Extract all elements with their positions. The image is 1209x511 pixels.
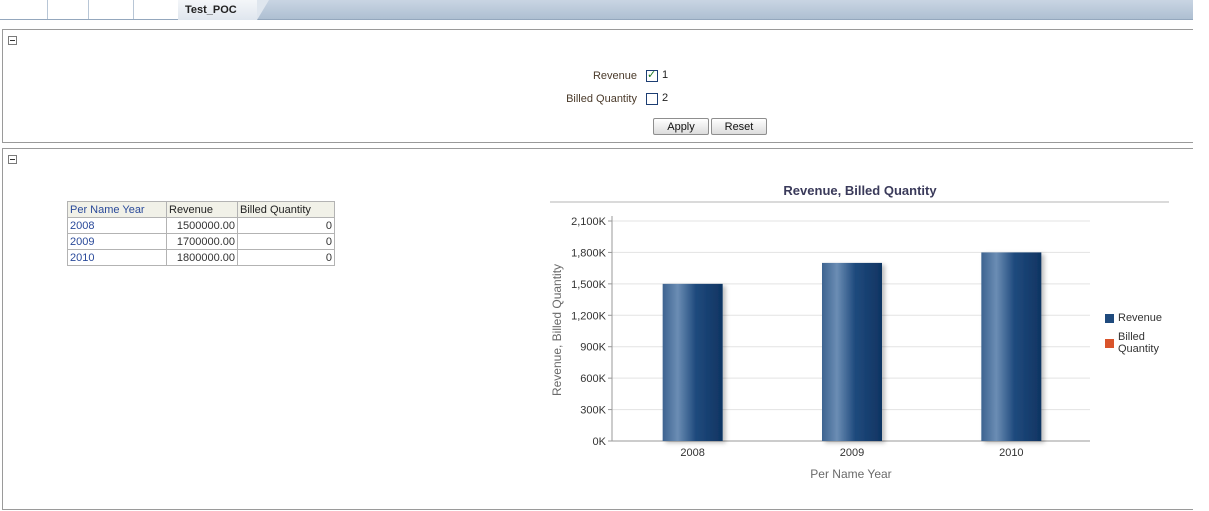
year-cell[interactable]: 2008 (67, 217, 167, 234)
legend-swatch-revenue (1105, 314, 1114, 323)
tab-unnamed-2[interactable] (48, 0, 89, 19)
table-row: 2008 1500000.00 0 (67, 217, 335, 234)
column-header-revenue[interactable]: Revenue (166, 201, 238, 218)
tab-bar: Test_POC (0, 0, 1193, 20)
prompt-section: Revenue 1 Billed Quantity 2 Apply Reset (2, 29, 1193, 143)
table-header-row: Per Name Year Revenue Billed Quantity (67, 201, 335, 218)
column-header-billed-quantity[interactable]: Billed Quantity (237, 201, 335, 218)
legend-swatch-billed-quantity (1105, 339, 1114, 348)
y-tick-label: 1,200K (571, 310, 607, 322)
billed-quantity-cell: 0 (237, 249, 335, 266)
year-cell[interactable]: 2009 (67, 233, 167, 250)
y-tick-label: 900K (580, 342, 606, 354)
billed-quantity-cell: 0 (237, 217, 335, 234)
billed-quantity-checkbox[interactable] (646, 93, 658, 105)
chart-title: Revenue, Billed Quantity (783, 183, 937, 198)
table-row: 2009 1700000.00 0 (67, 233, 335, 250)
year-cell[interactable]: 2010 (67, 249, 167, 266)
legend-label-revenue: Revenue (1118, 312, 1163, 324)
y-tick-label: 0K (593, 436, 607, 448)
collapse-icon[interactable] (8, 155, 17, 164)
x-tick-label: 2009 (840, 447, 864, 459)
table-row: 2010 1800000.00 0 (67, 249, 335, 266)
legend-label-billed-quantity: Billed Quantity (1118, 331, 1159, 355)
revenue-cell: 1500000.00 (166, 217, 238, 234)
billed-quantity-checkbox-label: 2 (662, 92, 669, 104)
y-tick-label: 2,100K (571, 216, 607, 228)
x-axis-label: Per Name Year (810, 467, 891, 481)
tab-unnamed-1[interactable] (0, 0, 48, 19)
y-tick-label: 1,800K (571, 247, 607, 259)
revenue-cell: 1700000.00 (166, 233, 238, 250)
reset-button[interactable]: Reset (711, 118, 767, 135)
revenue-checkbox[interactable] (646, 68, 658, 82)
results-table: Per Name Year Revenue Billed Quantity 20… (67, 201, 335, 266)
bar-revenue[interactable] (822, 262, 882, 441)
billed-quantity-cell: 0 (237, 233, 335, 250)
x-tick-label: 2010 (999, 447, 1023, 459)
y-axis-label: Revenue, Billed Quantity (550, 264, 564, 396)
x-tick-label: 2008 (680, 447, 704, 459)
revenue-prompt-label: Revenue (592, 70, 637, 82)
billed-quantity-prompt-label: Billed Quantity (566, 93, 637, 105)
column-header-per-name-year[interactable]: Per Name Year (67, 201, 167, 218)
revenue-chart: Revenue, Billed Quantity 0K 300K 600K 900K 1… (550, 183, 1169, 481)
tab-unnamed-3[interactable] (89, 0, 134, 19)
y-tick-label: 300K (580, 405, 606, 417)
revenue-cell: 1800000.00 (166, 249, 238, 266)
tab-unnamed-4[interactable] (134, 0, 179, 19)
apply-button[interactable]: Apply (653, 118, 709, 135)
tab-test-poc[interactable]: Test_POC (178, 0, 269, 20)
bar-revenue[interactable] (981, 252, 1042, 441)
collapse-icon[interactable] (8, 36, 17, 45)
y-tick-label: 1,500K (571, 279, 607, 291)
y-tick-label: 600K (580, 373, 606, 385)
revenue-checkbox-label: 1 (662, 69, 669, 81)
plot-area: 0K 300K 600K 900K 1,200K 1,500K 1,800K 2,100K 20… (571, 216, 1090, 459)
bar-revenue[interactable] (662, 283, 723, 441)
